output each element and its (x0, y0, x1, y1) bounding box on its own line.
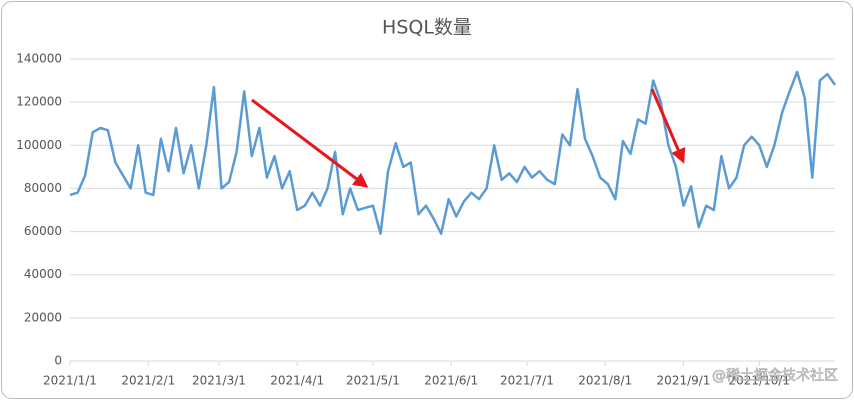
x-tick-label: 2021/3/1 (192, 374, 246, 388)
x-tick-label: 2021/6/1 (424, 374, 478, 388)
y-tick-label: 40000 (24, 267, 62, 281)
y-tick-label: 20000 (24, 310, 62, 324)
plot-area: 0 20000 40000 60000 80000 100000 120000 140000 2… (16, 52, 837, 388)
chart-title: HSQL数量 (382, 17, 472, 39)
x-tick-label: 2021/2/1 (121, 374, 175, 388)
x-tick-label: 2021/7/1 (500, 374, 554, 388)
y-tick-label: 100000 (16, 138, 62, 152)
y-tick-label: 140000 (16, 52, 62, 66)
annotation-arrows (251, 88, 686, 188)
x-tick-label: 2021/4/1 (270, 374, 324, 388)
x-tick-label: 2021/8/1 (578, 374, 632, 388)
x-tick-label: 2021/10/1 (728, 374, 790, 388)
arrow (650, 88, 686, 164)
x-tick-label: 2021/5/1 (346, 374, 400, 388)
y-tick-label: 120000 (16, 95, 62, 109)
x-tick-label: 2021/1/1 (43, 374, 97, 388)
arrow (251, 98, 369, 188)
y-tick-label: 0 (54, 354, 62, 368)
y-tick-label: 80000 (24, 181, 62, 195)
y-tick-label: 60000 (24, 224, 62, 238)
data-line (69, 70, 837, 235)
watermark: @稀土掘金技术社区 (712, 368, 838, 384)
x-tick-label: 2021/9/1 (657, 374, 711, 388)
